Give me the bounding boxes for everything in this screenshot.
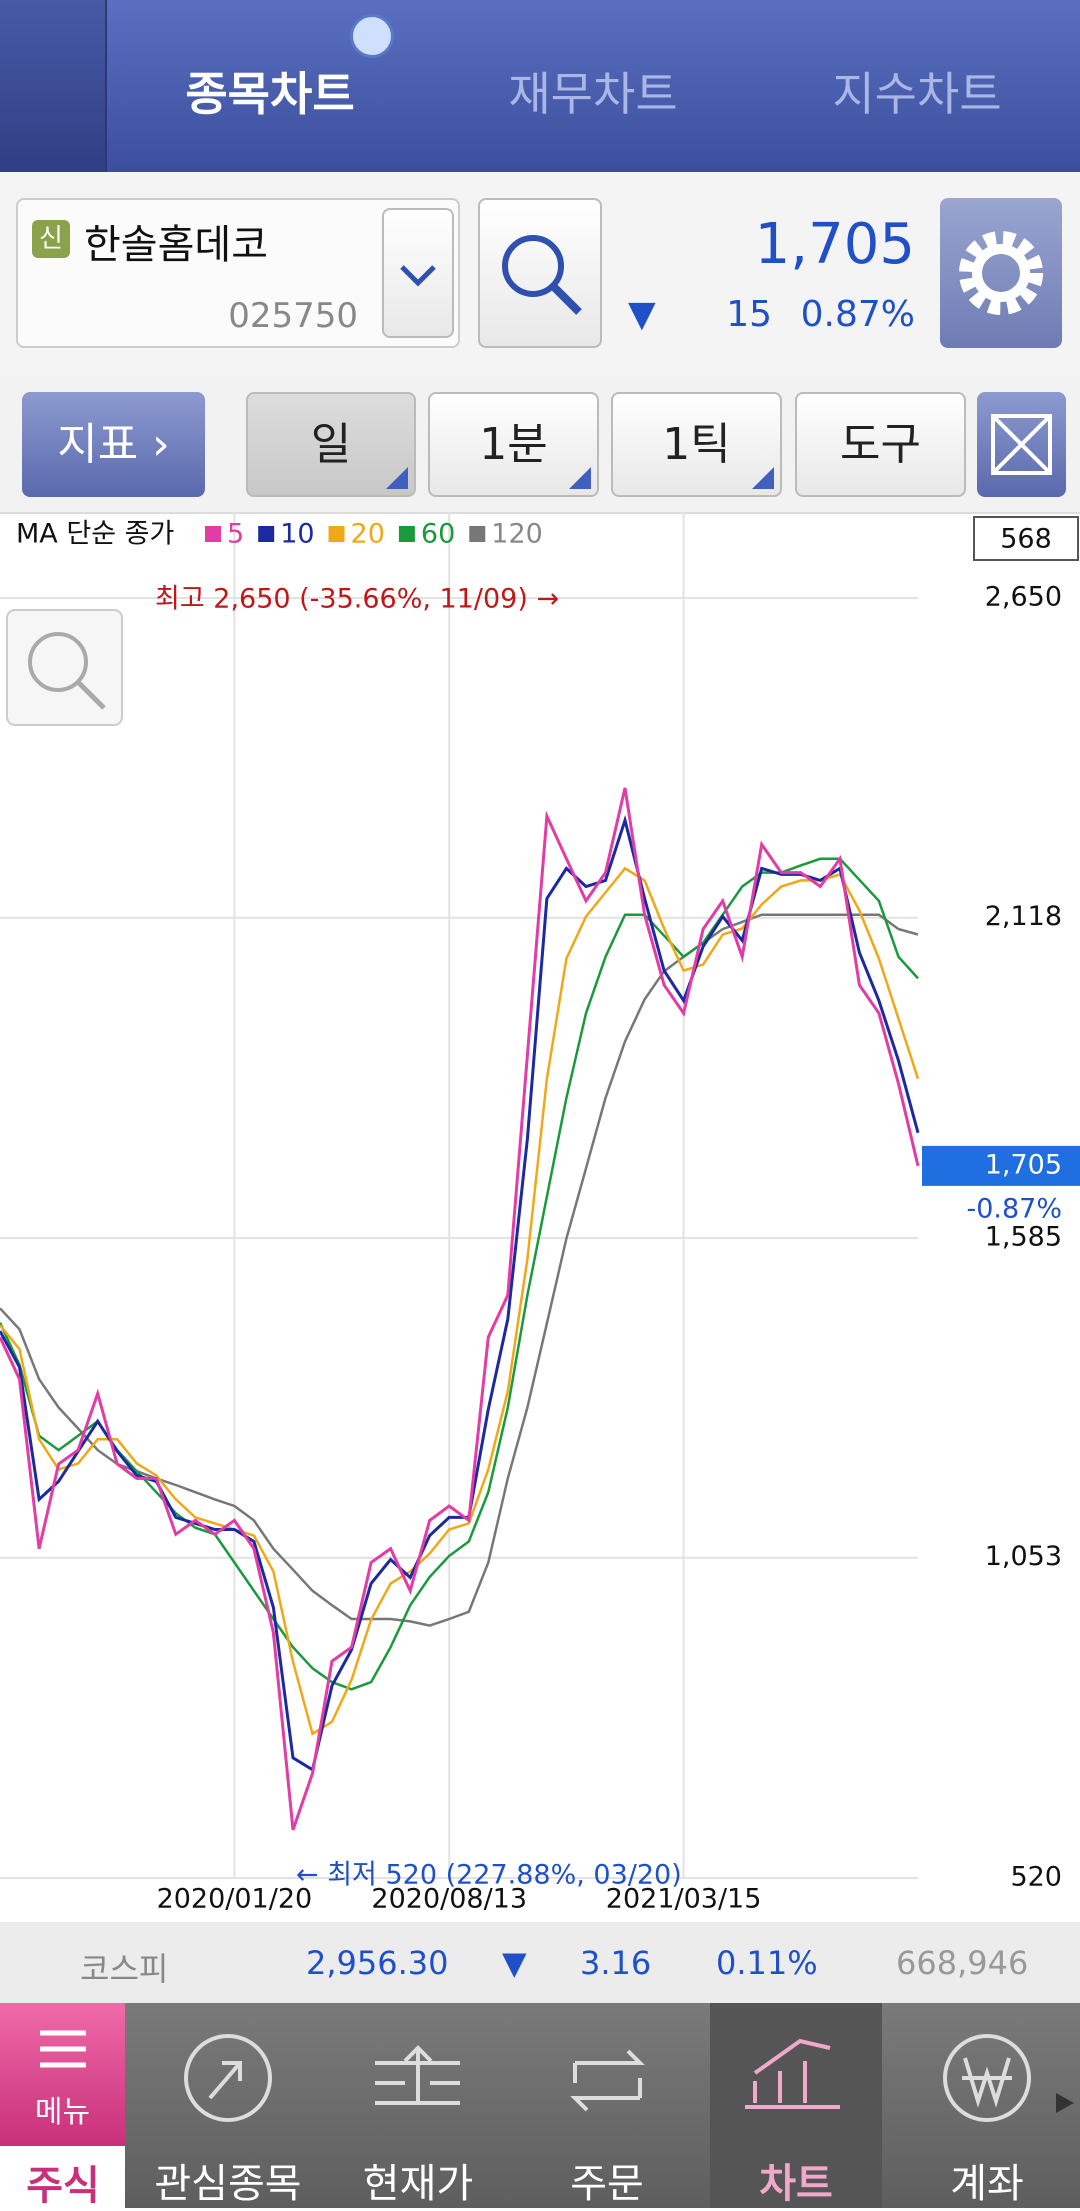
expand-button[interactable] <box>977 392 1066 497</box>
legend-swatch <box>205 526 221 542</box>
button-label: 일 <box>310 419 352 470</box>
button-label: 지표 <box>57 419 139 470</box>
period-button[interactable]: 1틱 <box>611 392 782 497</box>
price: 1,705 <box>754 212 915 277</box>
y-tick-label: 2,118 <box>985 901 1062 932</box>
x-tick-label: 2020/01/20 <box>157 1884 313 1915</box>
ma-line <box>0 857 919 1691</box>
price-tag <box>922 1145 1080 1186</box>
ma-line <box>0 866 920 1736</box>
index-name: 코스피 <box>80 1950 169 1988</box>
legend-title: MA 단순 종가 <box>16 519 174 550</box>
high-annotation: 최고 2,650 (-35.66%, 11/09) → <box>155 584 559 615</box>
menu-button[interactable]: 메뉴 <box>0 2003 125 2146</box>
legend-swatch <box>258 526 275 542</box>
stock-row: 신 한솔홈데코 025750 1,705 ▼ 15 0.87% <box>0 172 1080 377</box>
zoom-button[interactable] <box>6 609 123 726</box>
y-tick-label: 520 <box>1010 1862 1062 1893</box>
tab-label[interactable]: 차트 <box>759 2161 833 2207</box>
tool-button[interactable]: 도구 <box>795 392 966 497</box>
sync-icon[interactable] <box>350 14 394 58</box>
ma-line <box>0 787 920 1831</box>
tab-item[interactable] <box>0 2146 125 2208</box>
count-box <box>973 516 1079 561</box>
tab[interactable]: 지수차트 <box>832 67 1002 121</box>
y-tick-label: 2,650 <box>985 582 1062 613</box>
tab-label[interactable]: 주식 <box>26 2163 100 2209</box>
tab[interactable]: 재무차트 <box>508 67 678 121</box>
change-arrow: ▼ <box>628 294 656 335</box>
tab-label[interactable]: 계좌 <box>950 2161 1024 2207</box>
ma-line <box>0 913 919 1627</box>
stock-code: 025750 <box>228 296 358 336</box>
stock-selector[interactable]: 신 한솔홈데코 025750 <box>16 198 460 348</box>
y-tick-label: 1,053 <box>985 1541 1062 1572</box>
back-button[interactable] <box>0 0 107 172</box>
settings-button[interactable] <box>940 198 1062 348</box>
index-bar: 코스피 2,956.30 ▼ 3.16 0.11% 668,946 <box>0 1922 1080 2003</box>
search-button[interactable] <box>478 198 602 348</box>
change-rate: 0.87% <box>800 294 915 335</box>
legend-label: 120 <box>491 519 543 550</box>
tab-label[interactable]: 주문 <box>570 2161 644 2207</box>
change: 15 <box>726 294 772 335</box>
index-change: 3.16 <box>580 1944 652 1982</box>
count-label: 568 <box>1000 524 1052 555</box>
tab-label[interactable]: 현재가 <box>362 2161 474 2207</box>
gear-icon <box>959 231 1043 315</box>
tab[interactable]: 종목차트 <box>185 67 355 121</box>
dropdown[interactable] <box>382 208 454 338</box>
tab-bar: 메뉴 주식 관심종목 현재가 주문 차트 계좌 <box>0 2003 1080 2209</box>
grid <box>0 512 918 1879</box>
tab-icons <box>184 2034 1074 2122</box>
menu-icon <box>40 2030 86 2068</box>
period-button[interactable]: 1분 <box>428 392 599 497</box>
indicator-button[interactable]: 지표 › <box>22 392 205 497</box>
stock-name: 한솔홈데코 <box>84 222 268 268</box>
search-icon <box>502 235 582 315</box>
change-tag-label: -0.87% <box>966 1193 1062 1224</box>
chevron <box>400 265 436 287</box>
legend-label: 60 <box>421 519 455 550</box>
legend-label: 20 <box>351 519 385 550</box>
menu-label: 메뉴 <box>34 2095 91 2130</box>
legend-swatch <box>328 526 345 542</box>
index-rate: 0.11% <box>716 1944 818 1982</box>
index-volume: 668,946 <box>896 1944 1029 1982</box>
tab-label[interactable]: 관심종목 <box>154 2161 302 2207</box>
expand-icon <box>991 414 1052 475</box>
ma-line <box>0 814 920 1773</box>
toolbar: 지표 › 일 1분 1틱 도구 <box>0 375 1080 514</box>
low-annotation: ← 최저 520 (227.88%, 03/20) <box>296 1860 682 1891</box>
index-value: 2,956.30 <box>306 1944 449 1982</box>
legend-swatch <box>398 526 415 542</box>
legend-label: 10 <box>280 519 314 550</box>
y-tick-label: 1,585 <box>985 1222 1062 1253</box>
index-arrow: ▼ <box>502 1944 527 1982</box>
zoom-icon <box>28 632 88 692</box>
zoom-icon <box>76 680 106 710</box>
badge: 신 <box>32 220 70 258</box>
button-label: 1틱 <box>662 419 731 470</box>
legend-swatch <box>469 526 486 542</box>
header: 종목차트 재무차트 지수차트 <box>0 0 1080 172</box>
x-tick-label: 2021/03/15 <box>606 1884 762 1915</box>
period-button[interactable]: 일 <box>246 392 416 497</box>
chart: MA 단순 종가 568 5201,0531,5852,1182,6502020… <box>0 512 1080 1915</box>
button-label: 1분 <box>479 419 548 470</box>
x-tick-label: 2020/08/13 <box>371 1884 527 1915</box>
legend-label: 5 <box>227 519 244 550</box>
price-tag-label: 1,705 <box>985 1149 1062 1180</box>
